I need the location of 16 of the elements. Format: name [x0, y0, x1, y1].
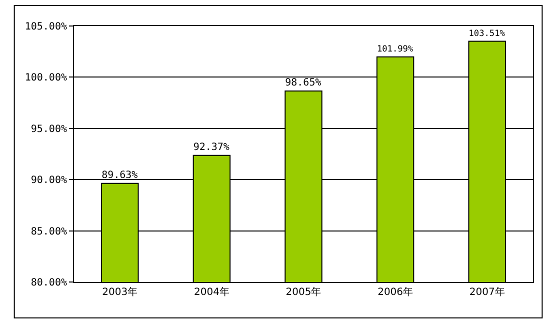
data-label: 98.65% — [285, 78, 322, 89]
x-tick-label: 2007年 — [469, 286, 505, 298]
data-label: 103.51% — [468, 29, 506, 40]
data-label: 92.37% — [193, 142, 230, 153]
x-tick-label: 2003年 — [102, 286, 138, 298]
y-tick-label: 90.00% — [30, 175, 67, 186]
x-tick-label: 2005年 — [286, 286, 322, 298]
data-label: 89.63% — [102, 170, 138, 181]
y-tick-label: 95.00% — [30, 124, 67, 135]
y-tick-label: 80.00% — [30, 278, 67, 288]
y-tick-label: 100.00% — [24, 72, 67, 84]
data-label: 101.99% — [376, 44, 414, 55]
x-tick-label: 2006年 — [378, 286, 414, 298]
y-tick-label: 85.00% — [30, 226, 67, 238]
x-tick-label: 2004年 — [194, 286, 230, 298]
y-tick-label: 105.00% — [24, 22, 67, 32]
